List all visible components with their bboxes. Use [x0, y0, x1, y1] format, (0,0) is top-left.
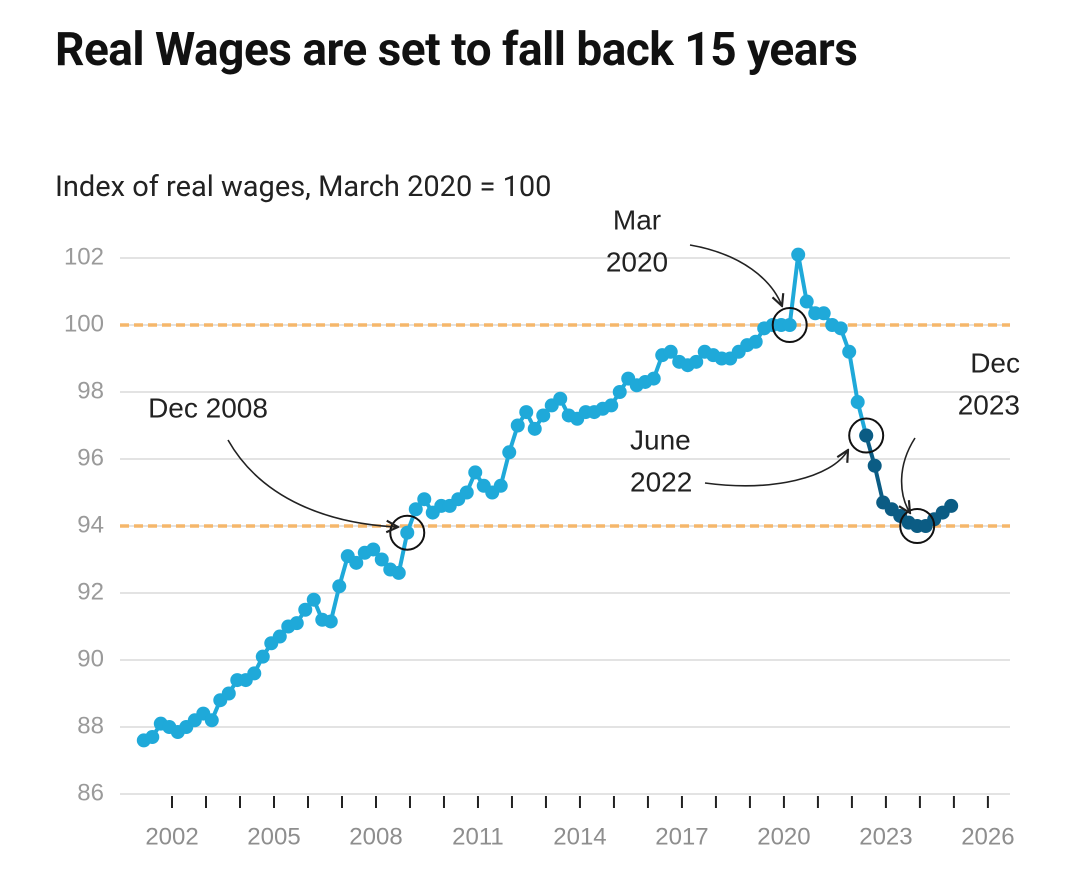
- x-tick-label: 2005: [247, 823, 300, 850]
- data-point: [689, 354, 704, 369]
- x-tick-label: 2026: [961, 823, 1014, 850]
- annotation-arrow: [704, 450, 848, 487]
- x-tick-label: 2017: [655, 823, 708, 850]
- data-point: [272, 629, 287, 644]
- data-point: [391, 565, 406, 580]
- annotation-circle: [771, 307, 808, 343]
- annotation-text: Dec 2008: [148, 392, 268, 423]
- x-tick-label: 2008: [349, 823, 402, 850]
- y-tick-label: 88: [77, 712, 104, 739]
- y-tick-label: 94: [77, 511, 104, 538]
- x-tick-label: 2011: [452, 823, 504, 850]
- y-tick-label: 98: [77, 377, 104, 404]
- data-point: [366, 542, 381, 557]
- annotation-text: Mar: [613, 204, 661, 235]
- data-point: [553, 391, 568, 406]
- annotation-circle: [899, 508, 936, 544]
- data-point: [408, 502, 423, 517]
- data-point: [791, 247, 806, 262]
- annotation-text: 2020: [606, 246, 668, 277]
- annotation-arrow: [902, 437, 916, 513]
- data-point: [510, 418, 525, 433]
- data-point: [298, 602, 313, 617]
- data-point: [536, 408, 551, 423]
- annotation-text: Dec: [970, 347, 1020, 378]
- data-point: [417, 492, 432, 507]
- chart-title: Real Wages are set to fall back 15 years: [55, 23, 858, 77]
- annotation-circle: [848, 417, 885, 454]
- y-tick-label: 90: [77, 645, 104, 672]
- data-point: [468, 465, 483, 480]
- data-point: [646, 371, 661, 386]
- y-tick-label: 86: [77, 779, 104, 806]
- annotation-text: June: [630, 424, 691, 455]
- data-point: [799, 294, 814, 309]
- data-point: [493, 478, 508, 493]
- data-point: [289, 616, 304, 631]
- annotation-arrow: [227, 439, 398, 527]
- data-point: [944, 498, 959, 513]
- annotation-arrow: [689, 244, 782, 306]
- data-point: [604, 398, 619, 413]
- y-tick-label: 96: [77, 444, 104, 471]
- data-point: [306, 592, 321, 607]
- data-point: [247, 666, 262, 681]
- data-point: [612, 385, 627, 399]
- data-point: [255, 649, 270, 664]
- data-point: [867, 458, 882, 473]
- data-point: [527, 421, 542, 436]
- data-point: [145, 730, 160, 745]
- data-point: [850, 395, 865, 410]
- data-point: [374, 552, 389, 567]
- x-tick-label: 2020: [757, 823, 810, 850]
- data-point: [519, 405, 534, 420]
- data-point: [748, 334, 763, 349]
- data-point: [663, 344, 678, 359]
- data-point: [400, 525, 415, 540]
- data-point: [349, 555, 364, 570]
- x-tick-label: 2023: [859, 823, 912, 850]
- chart-subtitle: Index of real wages, March 2020 = 100: [55, 170, 552, 204]
- annotation-text: 2022: [630, 466, 692, 497]
- y-tick-label: 102: [64, 243, 104, 270]
- data-point: [859, 428, 874, 443]
- y-tick-label: 100: [64, 310, 104, 337]
- x-tick-label: 2002: [145, 823, 198, 850]
- data-point: [842, 344, 857, 359]
- data-point: [782, 318, 797, 332]
- data-point: [332, 579, 347, 594]
- data-point: [833, 321, 848, 336]
- y-tick-label: 92: [77, 578, 104, 605]
- data-point: [221, 686, 236, 701]
- data-point: [204, 713, 219, 728]
- annotation-text: 2023: [958, 389, 1020, 420]
- data-point: [459, 485, 474, 500]
- data-point: [323, 614, 338, 629]
- x-tick-label: 2014: [553, 823, 606, 850]
- data-point: [502, 445, 517, 460]
- data-point: [816, 306, 831, 321]
